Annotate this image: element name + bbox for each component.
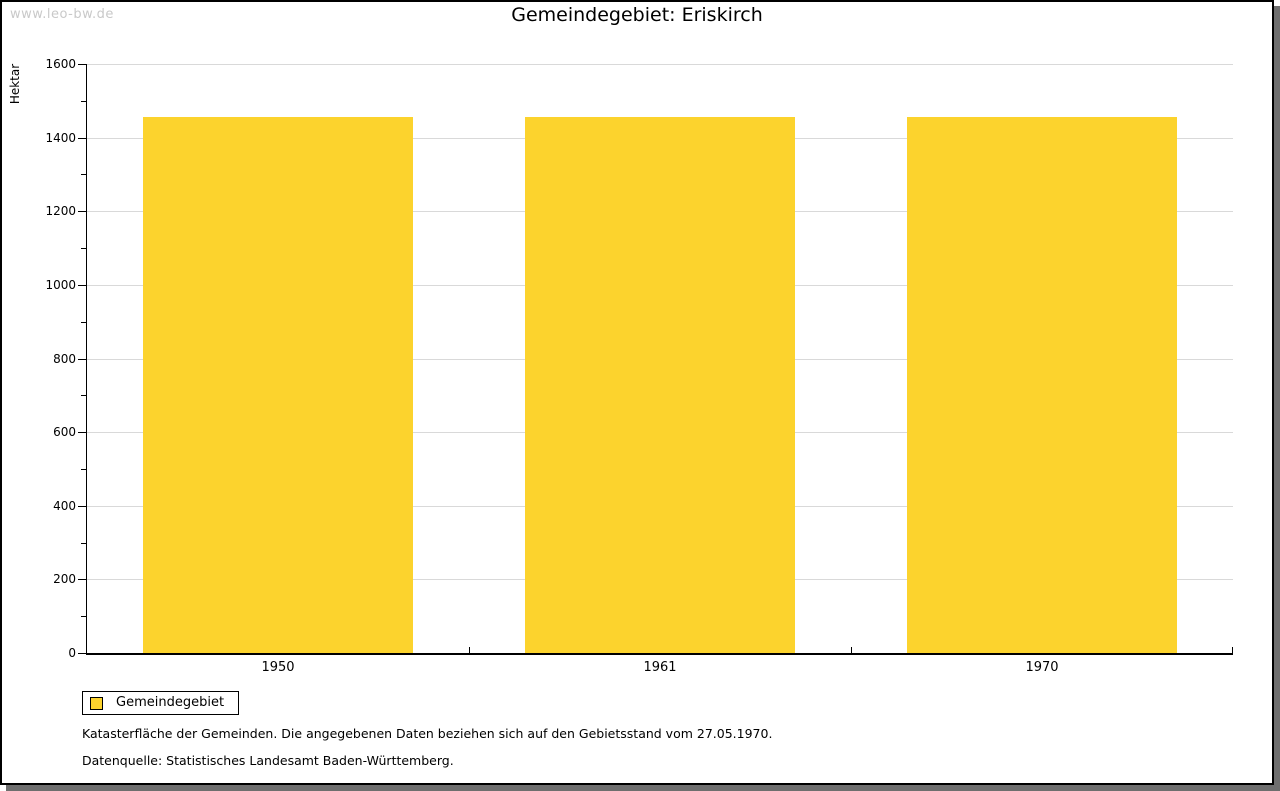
y-minor-tick — [81, 542, 86, 544]
bar — [525, 117, 795, 653]
x-boundary-tick — [851, 647, 852, 653]
y-major-tick — [78, 579, 86, 581]
x-boundary-tick — [1232, 647, 1233, 653]
footnote-line-1: Katasterfläche der Gemeinden. Die angege… — [82, 726, 773, 741]
y-minor-tick — [81, 468, 86, 470]
y-minor-tick — [81, 248, 86, 250]
y-minor-tick — [81, 321, 86, 323]
y-tick-label: 1400 — [45, 130, 76, 145]
x-category-label: 1970 — [1025, 660, 1059, 675]
y-minor-tick — [81, 395, 86, 397]
y-tick-label: 400 — [53, 498, 76, 513]
page-title: Gemeindegebiet: Eriskirch — [511, 4, 763, 26]
y-major-tick — [78, 137, 86, 139]
legend-box: Gemeindegebiet — [82, 691, 240, 715]
y-tick-label: 800 — [53, 351, 76, 366]
y-major-tick — [78, 284, 86, 286]
y-tick-label: 1000 — [45, 277, 76, 292]
y-major-tick — [78, 505, 86, 507]
footnote-line-2: Datenquelle: Statistisches Landesamt Bad… — [82, 753, 454, 768]
y-minor-tick — [81, 616, 86, 618]
y-minor-tick — [81, 174, 86, 176]
plot-area: 0 200 400 600 800 1000 1200 1400 1600 1950 1961 197… — [45, 57, 1233, 675]
gridline — [87, 64, 1233, 65]
x-category-label: 1961 — [643, 660, 677, 675]
y-major-tick — [78, 653, 86, 654]
y-tick-label: 1600 — [45, 57, 76, 71]
bar — [907, 117, 1177, 653]
x-category-label: 1950 — [261, 660, 295, 675]
legend-swatch-icon — [90, 696, 103, 710]
y-tick-label: 0 — [68, 646, 76, 660]
y-tick-label: 1200 — [45, 204, 76, 219]
watermark: www.leo-bw.de — [10, 7, 114, 22]
x-boundary-tick — [469, 647, 470, 653]
y-major-tick — [78, 211, 86, 213]
y-tick-label: 200 — [53, 572, 76, 587]
bar — [143, 117, 413, 653]
y-major-tick — [78, 358, 86, 360]
legend-label: Gemeindegebiet — [116, 695, 225, 710]
y-major-tick — [78, 64, 86, 65]
y-tick-label: 600 — [53, 425, 76, 440]
y-minor-tick — [81, 100, 86, 102]
y-major-tick — [78, 432, 86, 434]
y-axis-label: Hektar — [8, 63, 22, 105]
